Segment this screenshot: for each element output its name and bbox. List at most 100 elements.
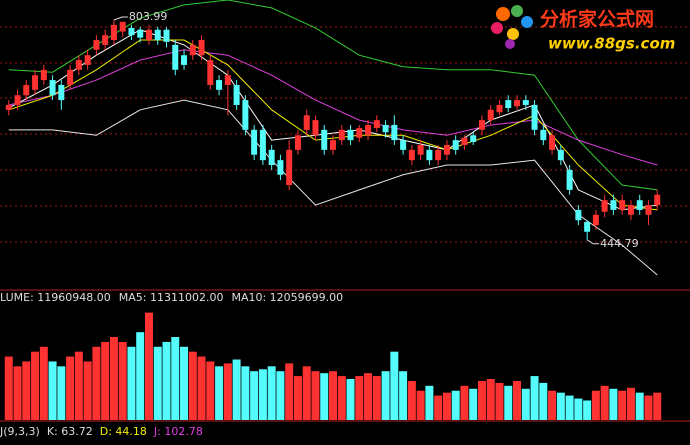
volume-bar — [118, 341, 127, 420]
candle-body — [49, 80, 56, 96]
volume-bar — [451, 390, 460, 420]
volume-bar — [442, 392, 451, 420]
candle-body — [408, 149, 415, 161]
volume-bar — [180, 346, 189, 420]
candle-body — [163, 29, 170, 42]
candle-body — [619, 200, 626, 210]
volume-bar — [539, 382, 548, 420]
candle-body — [128, 27, 135, 36]
volume-bar — [513, 380, 522, 420]
volume-bar — [101, 341, 110, 420]
volume-bar — [346, 379, 355, 420]
volume-bar — [153, 346, 162, 420]
volume-bar — [197, 356, 206, 420]
candle-body — [189, 44, 196, 56]
volume-bar — [74, 351, 83, 420]
volume-legend: LUME: 11960948.00 — [0, 291, 111, 304]
candle-body — [145, 29, 152, 41]
candle-body — [216, 80, 223, 90]
volume-bar — [556, 392, 565, 420]
candle-body — [654, 194, 661, 206]
indicator-line — [8, 39, 658, 211]
candle-body — [522, 100, 529, 105]
volume-bar — [241, 366, 250, 420]
candle-body — [601, 200, 608, 212]
kdj-label: J: 102.78 — [153, 425, 203, 438]
volume-bar — [267, 366, 276, 420]
candle-body — [400, 140, 407, 150]
volume-bar — [250, 371, 259, 420]
candle-body — [496, 104, 503, 113]
volume-bar — [477, 380, 486, 420]
candle-body — [5, 104, 12, 110]
candle-body — [505, 100, 512, 108]
volume-bar — [600, 385, 609, 420]
candle-body — [312, 120, 319, 136]
logo-dot — [505, 39, 515, 49]
volume-bar — [232, 359, 241, 420]
candle-body — [426, 149, 433, 161]
volume-bar — [434, 395, 443, 420]
candle-body — [67, 69, 74, 85]
volume-bar — [302, 366, 311, 420]
volume-bar — [83, 361, 92, 420]
candle-body — [58, 84, 65, 101]
volume-bar — [355, 376, 364, 420]
volume-bar — [548, 390, 557, 420]
volume-bar — [223, 363, 232, 420]
candle-body — [330, 140, 336, 150]
logo: 分析家公式网 www.88gs.com — [491, 5, 675, 53]
candle-body — [575, 209, 582, 221]
volume-legend: MA5: 11311002.00 — [119, 291, 224, 304]
candle-body — [461, 137, 468, 145]
candle-body — [268, 149, 275, 166]
candle-body — [84, 55, 91, 65]
candle-body — [443, 145, 450, 155]
candle-body — [251, 129, 258, 155]
volume-bar — [57, 366, 66, 420]
candle-body — [531, 104, 538, 130]
candle-body — [549, 135, 556, 150]
candle-body — [303, 115, 310, 130]
volume-bar — [48, 361, 57, 420]
indicator-line — [8, 49, 658, 166]
candle-body — [277, 160, 284, 175]
volume-bar — [293, 376, 302, 420]
kdj-label: K: 63.72 — [47, 425, 93, 438]
volume-bar — [626, 387, 635, 420]
volume-bar — [583, 400, 592, 420]
candle-body — [172, 44, 179, 70]
volume-bar — [486, 379, 495, 420]
candle-body — [610, 200, 617, 210]
volume-bar — [22, 361, 31, 420]
candle-body — [470, 135, 477, 142]
volume-bar — [171, 337, 180, 420]
candle-body — [487, 109, 494, 121]
volume-bar — [337, 376, 346, 420]
candle-body — [417, 145, 424, 155]
candle-body — [119, 21, 126, 32]
volume-bar — [215, 366, 224, 420]
candle-body — [478, 120, 485, 130]
volume-bar — [31, 351, 40, 420]
volume-bar — [399, 371, 408, 420]
candle-body — [373, 120, 380, 129]
volume-bar — [425, 385, 434, 420]
volume-bar — [390, 351, 399, 420]
volume-bar — [311, 371, 320, 420]
volume-bar — [92, 346, 101, 420]
candle-body — [32, 75, 39, 90]
volume-bar — [591, 390, 600, 420]
candle-body — [636, 200, 643, 210]
candle-body — [584, 222, 591, 232]
indicator-line — [8, 29, 658, 211]
volume-bar — [381, 371, 390, 420]
candle-body — [93, 40, 100, 50]
logo-dot — [507, 28, 519, 40]
volume-bar — [364, 373, 373, 420]
candle-body — [356, 128, 363, 138]
volume-bar — [13, 366, 22, 420]
candle-body — [435, 149, 442, 161]
logo-dot — [521, 16, 533, 28]
